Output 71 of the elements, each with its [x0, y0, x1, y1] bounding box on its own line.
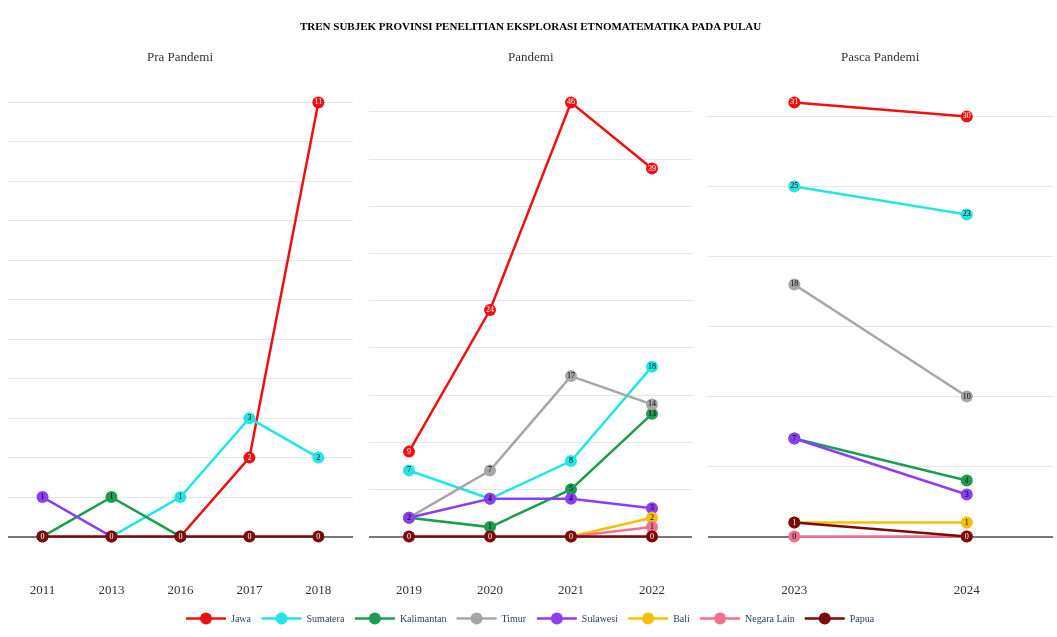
data-label: 9 — [407, 446, 412, 456]
data-label: 5 — [568, 484, 573, 494]
data-label: 3 — [964, 489, 969, 499]
data-label: 1 — [488, 522, 493, 532]
data-label: 39 — [647, 163, 656, 173]
data-label: 7 — [407, 465, 412, 475]
x-tick-label: 2024 — [953, 581, 981, 597]
data-label: 0 — [316, 531, 321, 541]
data-label: 3 — [649, 503, 654, 513]
data-label: 17 — [566, 371, 575, 381]
data-label: 0 — [40, 531, 45, 541]
data-label: 0 — [792, 531, 797, 541]
data-label: 25 — [790, 181, 799, 191]
data-label: 23 — [962, 209, 971, 219]
data-label: 0 — [178, 531, 183, 541]
x-tick-label: 2013 — [98, 581, 125, 597]
chart-title: Pra Pandemi — [147, 49, 214, 64]
data-label: 1 — [40, 492, 45, 502]
legend-label: Sumatera — [306, 613, 345, 625]
data-label: 1 — [178, 492, 183, 502]
text: TREN SUBJEK PROVINSI PENELITIAN EKSPLORASI ETNOMATEMATIKA PADA PULAU — [300, 20, 762, 32]
data-label: 2 — [247, 452, 252, 462]
data-label: 13 — [647, 408, 656, 418]
data-label: 10 — [962, 391, 971, 401]
data-label: 1 — [109, 492, 114, 502]
x-tick-label: 2016 — [167, 581, 194, 597]
data-label: 4 — [964, 475, 969, 485]
data-label: 18 — [790, 279, 799, 289]
data-label: 0 — [247, 531, 252, 541]
data-label: 11 — [314, 97, 323, 107]
data-label: 4 — [568, 493, 573, 503]
data-label: 46 — [566, 97, 575, 107]
data-label: 31 — [790, 97, 799, 107]
data-label: 24 — [486, 305, 495, 315]
data-label: 2 — [316, 452, 321, 462]
data-label: 7 — [488, 465, 493, 475]
x-tick-label: 2021 — [557, 581, 584, 597]
data-label: 0 — [568, 531, 573, 541]
data-label: 2 — [649, 512, 654, 522]
data-label: 18 — [647, 361, 656, 371]
data-label: 0 — [488, 531, 493, 541]
data-label: 0 — [109, 531, 114, 541]
data-label: 4 — [488, 493, 493, 503]
legend-label: Bali — [673, 613, 691, 625]
data-label: 0 — [964, 531, 969, 541]
x-tick-label: 2011 — [29, 581, 56, 597]
x-tick-label: 2018 — [305, 581, 332, 597]
x-tick-label: 2020 — [477, 581, 504, 597]
legend-label: Timur — [501, 613, 527, 625]
x-tick-label: 2017 — [236, 581, 263, 597]
x-tick-label: 2022 — [638, 581, 665, 597]
data-label: 7 — [792, 433, 797, 443]
legend-label: Negara Lain — [745, 613, 795, 625]
data-label: 30 — [962, 111, 971, 121]
legend-label: Papua — [849, 613, 875, 625]
data-label: 1 — [964, 517, 969, 527]
data-label: 0 — [407, 531, 412, 541]
data-label: 14 — [647, 399, 656, 409]
data-label: 8 — [568, 456, 573, 466]
x-tick-label: 2023 — [781, 581, 808, 597]
data-label: 0 — [649, 531, 654, 541]
data-label: 2 — [407, 512, 412, 522]
x-tick-label: 2019 — [396, 581, 423, 597]
legend-label: Sulawesi — [581, 613, 619, 625]
data-label: 3 — [247, 413, 252, 423]
chart-title: Pasca Pandemi — [841, 49, 920, 64]
legend-label: Kalimantan — [399, 613, 447, 625]
data-label: 1 — [649, 522, 654, 532]
data-label: 1 — [792, 517, 797, 527]
legend-label: Jawa — [231, 613, 252, 625]
chart-title: Pandemi — [508, 49, 554, 64]
